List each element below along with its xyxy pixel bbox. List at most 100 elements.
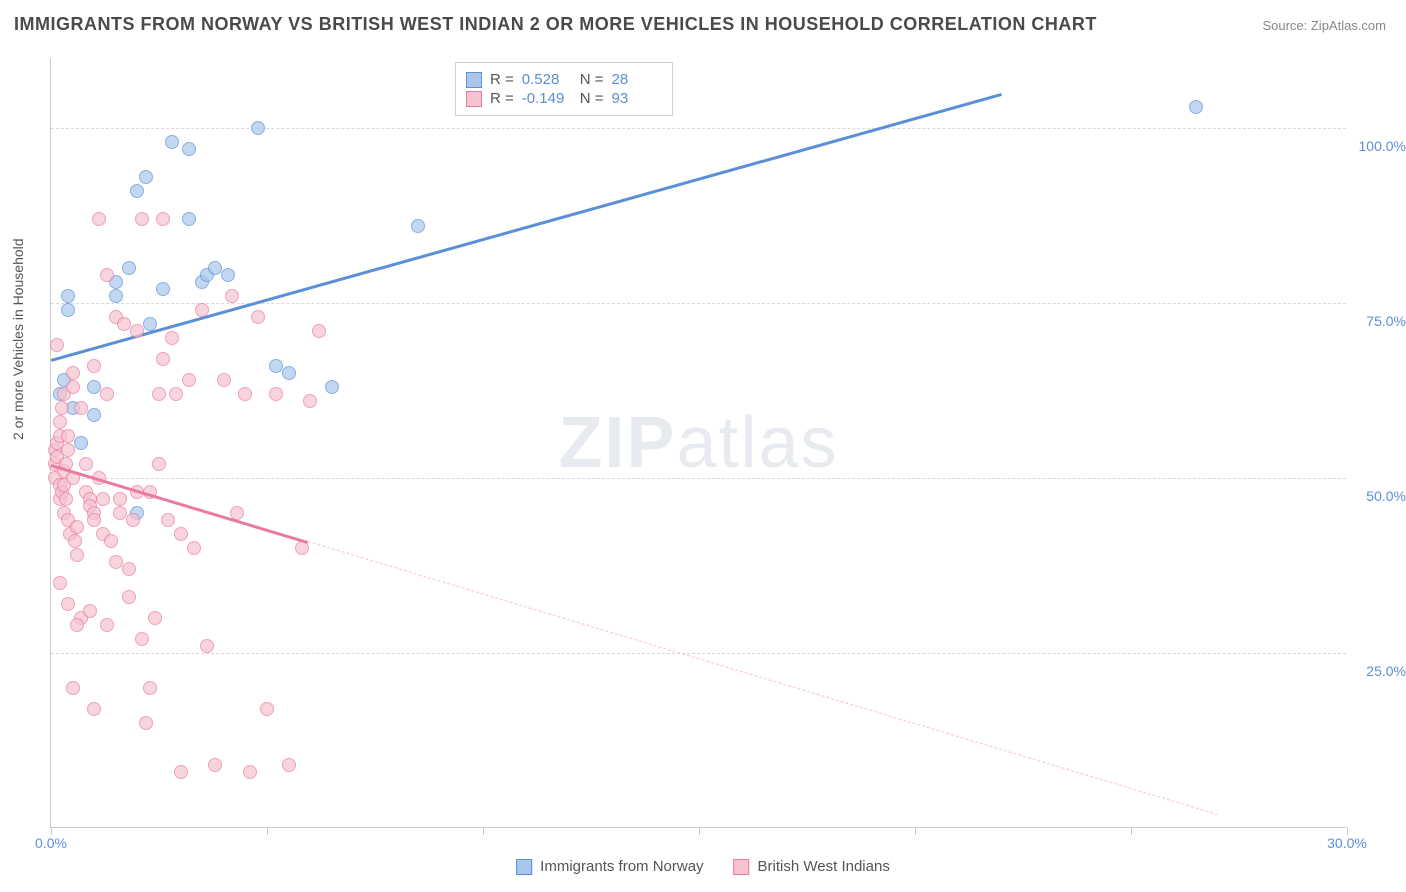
scatter-point: [195, 303, 209, 317]
legend-label: Immigrants from Norway: [540, 858, 703, 875]
scatter-point: [260, 702, 274, 716]
scatter-point: [143, 681, 157, 695]
scatter-point: [66, 366, 80, 380]
scatter-point: [312, 324, 326, 338]
scatter-point: [156, 352, 170, 366]
scatter-point: [87, 513, 101, 527]
scatter-point: [87, 359, 101, 373]
source-attribution: Source: ZipAtlas.com: [1262, 18, 1386, 33]
legend-item: British West Indians: [734, 858, 890, 875]
scatter-point: [182, 212, 196, 226]
x-tick: [1347, 827, 1348, 835]
scatter-point: [66, 380, 80, 394]
stats-n-value: 93: [612, 90, 662, 107]
scatter-point: [61, 597, 75, 611]
x-tick-label: 30.0%: [1327, 835, 1367, 851]
scatter-point: [135, 632, 149, 646]
scatter-point: [156, 212, 170, 226]
scatter-point: [269, 359, 283, 373]
scatter-point: [61, 443, 75, 457]
scatter-point: [161, 513, 175, 527]
x-tick: [699, 827, 700, 835]
trend-line-solid: [51, 93, 1002, 361]
scatter-point: [169, 387, 183, 401]
x-tick: [915, 827, 916, 835]
scatter-point: [182, 142, 196, 156]
scatter-point: [109, 555, 123, 569]
scatter-point: [269, 387, 283, 401]
scatter-point: [70, 618, 84, 632]
scatter-point: [100, 618, 114, 632]
scatter-point: [174, 527, 188, 541]
scatter-point: [139, 716, 153, 730]
scatter-point: [411, 219, 425, 233]
scatter-point: [117, 317, 131, 331]
scatter-point: [109, 289, 123, 303]
scatter-point: [243, 765, 257, 779]
scatter-point: [113, 506, 127, 520]
scatter-point: [303, 394, 317, 408]
scatter-point: [53, 576, 67, 590]
stats-row: R =-0.149N =93: [466, 90, 662, 107]
y-tick-label: 75.0%: [1356, 313, 1406, 329]
scatter-point: [208, 758, 222, 772]
scatter-point: [61, 429, 75, 443]
gridline-horizontal: [51, 653, 1346, 654]
stats-r-value: 0.528: [522, 71, 572, 88]
y-tick-label: 25.0%: [1356, 663, 1406, 679]
scatter-point: [135, 212, 149, 226]
stats-r-label: R =: [490, 71, 514, 88]
gridline-horizontal: [51, 128, 1346, 129]
stats-n-value: 28: [612, 71, 662, 88]
correlation-stats-box: R = 0.528 N = 28 R =-0.149N =93: [455, 62, 673, 116]
scatter-point: [68, 534, 82, 548]
stats-swatch: [466, 91, 482, 107]
scatter-point: [70, 548, 84, 562]
scatter-point: [156, 282, 170, 296]
scatter-point: [79, 457, 93, 471]
scatter-point: [152, 387, 166, 401]
stats-row: R = 0.528 N = 28: [466, 71, 662, 88]
stats-r-label: R =: [490, 90, 514, 107]
legend-swatch: [516, 859, 532, 875]
scatter-point: [1189, 100, 1203, 114]
x-tick: [267, 827, 268, 835]
stats-n-label: N =: [580, 71, 604, 88]
scatter-point: [74, 401, 88, 415]
scatter-point: [152, 457, 166, 471]
scatter-point: [165, 331, 179, 345]
scatter-point: [165, 135, 179, 149]
scatter-point: [87, 408, 101, 422]
scatter-point: [187, 541, 201, 555]
scatter-point: [50, 338, 64, 352]
correlation-chart: IMMIGRANTS FROM NORWAY VS BRITISH WEST I…: [0, 0, 1406, 892]
x-tick: [51, 827, 52, 835]
scatter-point: [200, 639, 214, 653]
scatter-point: [66, 681, 80, 695]
x-tick: [1131, 827, 1132, 835]
y-axis-label: 2 or more Vehicles in Household: [10, 238, 26, 440]
scatter-point: [174, 765, 188, 779]
scatter-point: [148, 611, 162, 625]
scatter-point: [130, 184, 144, 198]
scatter-point: [59, 492, 73, 506]
scatter-point: [126, 513, 140, 527]
legend-swatch: [734, 859, 750, 875]
y-tick-label: 50.0%: [1356, 488, 1406, 504]
scatter-point: [122, 261, 136, 275]
scatter-point: [251, 310, 265, 324]
scatter-point: [217, 373, 231, 387]
scatter-point: [325, 380, 339, 394]
scatter-point: [55, 401, 69, 415]
scatter-point: [61, 303, 75, 317]
x-tick: [483, 827, 484, 835]
chart-title: IMMIGRANTS FROM NORWAY VS BRITISH WEST I…: [14, 14, 1097, 35]
scatter-point: [96, 492, 110, 506]
scatter-point: [251, 121, 265, 135]
scatter-point: [122, 590, 136, 604]
scatter-point: [100, 268, 114, 282]
y-tick-label: 100.0%: [1356, 138, 1406, 154]
watermark-zip: ZIP: [558, 403, 676, 483]
scatter-point: [182, 373, 196, 387]
watermark: ZIPatlas: [558, 402, 838, 484]
